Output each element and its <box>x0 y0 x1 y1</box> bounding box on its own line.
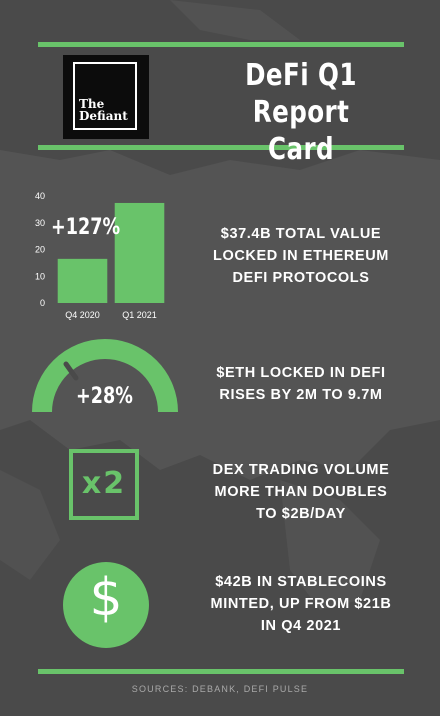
sources-footer: SOURCES: DEBANK, DEFI PULSE <box>131 684 309 694</box>
top-rule-upper <box>38 42 404 47</box>
x2-label: x2 <box>81 466 127 501</box>
eth-stat: $ETH LOCKED IN DEFI RISES BY 2M TO 9.7M <box>196 362 406 406</box>
tvl-stat: $37.4B TOTAL VALUE LOCKED IN ETHEREUM DE… <box>196 223 406 289</box>
dex-stat-line: DEX TRADING VOLUME <box>212 462 390 478</box>
bar-q1-2021 <box>114 202 165 303</box>
dex-stat-line: MORE THAN DOUBLES <box>214 484 388 500</box>
x2-box-icon: x2 <box>69 449 139 520</box>
gauge-icon <box>32 339 178 413</box>
tvl-growth-label: +127% <box>51 215 121 240</box>
y-tick-label: 10 <box>35 271 45 281</box>
x-tick-label: Q4 2020 <box>65 310 100 320</box>
dex-stat-line: TO $2B/DAY <box>256 506 346 522</box>
stablecoin-stat: $42B IN STABLECOINS MINTED, UP FROM $21B… <box>196 571 406 637</box>
dollar-circle-icon: $ <box>63 562 149 648</box>
tvl-stat-line: DEFI PROTOCOLS <box>232 270 370 286</box>
title-line-2: Report Card <box>252 95 350 167</box>
report-title: DeFi Q1 Report Card <box>223 57 379 168</box>
logo-line-1: The <box>79 97 105 111</box>
tvl-stat-line: $37.4B TOTAL VALUE <box>220 226 382 242</box>
logo-line-2: Defiant <box>79 109 128 123</box>
dex-stat: DEX TRADING VOLUME MORE THAN DOUBLES TO … <box>196 459 406 525</box>
logo-wordmark: The Defiant <box>78 96 130 123</box>
y-tick-label: 0 <box>40 298 45 308</box>
stablecoin-stat-line: IN Q4 2021 <box>260 618 342 634</box>
stablecoin-stat-line: $42B IN STABLECOINS <box>215 574 387 590</box>
y-tick-label: 30 <box>35 218 45 228</box>
defiant-logo: The Defiant <box>63 55 149 139</box>
eth-growth-label: +28% <box>76 384 133 409</box>
bar-q4-2020 <box>57 258 108 303</box>
title-line-1: DeFi Q1 <box>245 58 357 93</box>
tvl-stat-line: LOCKED IN ETHEREUM <box>213 248 389 264</box>
y-tick-label: 20 <box>35 245 45 255</box>
logo-frame <box>73 62 137 130</box>
x-tick-label: Q1 2021 <box>122 310 157 320</box>
y-tick-label: 40 <box>35 191 45 201</box>
top-rule-lower <box>38 145 404 150</box>
eth-stat-line: RISES BY 2M TO 9.7M <box>219 387 383 403</box>
bottom-rule <box>38 669 404 674</box>
stablecoin-stat-line: MINTED, UP FROM $21B <box>210 596 392 612</box>
tvl-bar-chart: 0 10 20 30 40 Q4 2020 Q1 2021 <box>35 191 165 320</box>
eth-stat-line: $ETH LOCKED IN DEFI <box>216 365 386 381</box>
dollar-symbol: $ <box>89 568 123 628</box>
